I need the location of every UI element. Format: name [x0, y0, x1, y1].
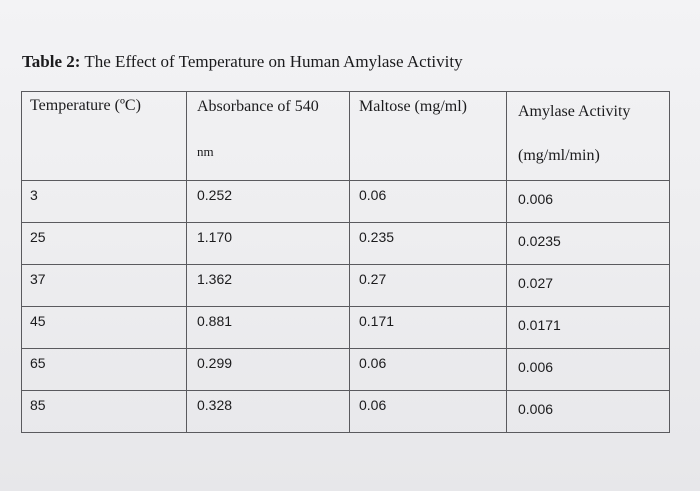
- cell-value: 45: [30, 313, 46, 329]
- amylase-data-table: Temperature (ºC) Absorbance of 540 nm Ma…: [21, 91, 670, 433]
- cell-activity: 0.006: [506, 180, 670, 223]
- cell-activity: 0.006: [506, 348, 670, 391]
- cell-absorbance: 0.328: [186, 390, 350, 433]
- cell-temperature: 3: [21, 180, 187, 223]
- header-maltose-label: Maltose (mg/ml): [359, 98, 467, 115]
- table-caption: Table 2: The Effect of Temperature on Hu…: [22, 52, 463, 72]
- cell-maltose: 0.06: [349, 348, 507, 391]
- caption-text: The Effect of Temperature on Human Amyla…: [84, 52, 463, 71]
- table-row: 85 0.328 0.06 0.006: [21, 390, 670, 433]
- cell-maltose: 0.171: [349, 306, 507, 349]
- cell-value: 0.881: [197, 313, 233, 329]
- cell-value: 0.006: [518, 191, 554, 207]
- cell-maltose: 0.235: [349, 222, 507, 265]
- table-row: 45 0.881 0.171 0.0171: [21, 306, 670, 349]
- cell-absorbance: 0.252: [186, 180, 350, 223]
- header-absorbance-line2: nm: [197, 144, 214, 159]
- cell-value: 0.006: [518, 359, 554, 375]
- cell-activity: 0.006: [506, 390, 670, 433]
- cell-temperature: 65: [21, 348, 187, 391]
- cell-maltose: 0.06: [349, 390, 507, 433]
- cell-value: 1.362: [197, 271, 233, 287]
- header-activity: Amylase Activity (mg/ml/min): [506, 91, 670, 181]
- cell-value: 0.235: [359, 229, 395, 245]
- cell-value: 0.328: [197, 397, 233, 413]
- cell-value: 0.06: [359, 187, 387, 203]
- cell-value: 0.252: [197, 187, 233, 203]
- cell-temperature: 45: [21, 306, 187, 349]
- cell-absorbance: 1.170: [186, 222, 350, 265]
- cell-temperature: 25: [21, 222, 187, 265]
- cell-value: 25: [30, 229, 46, 245]
- header-temperature: Temperature (ºC): [21, 91, 187, 181]
- cell-value: 0.006: [518, 401, 554, 417]
- caption-label: Table 2:: [22, 52, 81, 71]
- table-row: 3 0.252 0.06 0.006: [21, 180, 670, 223]
- cell-absorbance: 0.299: [186, 348, 350, 391]
- cell-value: 0.171: [359, 313, 395, 329]
- cell-value: 65: [30, 355, 46, 371]
- cell-value: 85: [30, 397, 46, 413]
- cell-absorbance: 0.881: [186, 306, 350, 349]
- header-temperature-label: Temperature (ºC): [30, 97, 141, 114]
- cell-activity: 0.0235: [506, 222, 670, 265]
- header-row: Temperature (ºC) Absorbance of 540 nm Ma…: [21, 91, 670, 181]
- cell-value: 3: [30, 187, 38, 203]
- cell-maltose: 0.27: [349, 264, 507, 307]
- cell-value: 0.299: [197, 355, 233, 371]
- cell-value: 0.06: [359, 355, 387, 371]
- cell-value: 0.0171: [518, 317, 561, 333]
- header-absorbance: Absorbance of 540 nm: [186, 91, 350, 181]
- cell-value: 0.27: [359, 271, 387, 287]
- table-row: 25 1.170 0.235 0.0235: [21, 222, 670, 265]
- cell-temperature: 37: [21, 264, 187, 307]
- cell-absorbance: 1.362: [186, 264, 350, 307]
- cell-value: 37: [30, 271, 46, 287]
- cell-value: 0.027: [518, 275, 554, 291]
- cell-activity: 0.027: [506, 264, 670, 307]
- cell-value: 0.06: [359, 397, 387, 413]
- table-row: 37 1.362 0.27 0.027: [21, 264, 670, 307]
- cell-value: 1.170: [197, 229, 233, 245]
- cell-maltose: 0.06: [349, 180, 507, 223]
- header-maltose: Maltose (mg/ml): [349, 91, 507, 181]
- cell-temperature: 85: [21, 390, 187, 433]
- header-absorbance-line1: Absorbance of 540: [197, 98, 319, 115]
- table-row: 65 0.299 0.06 0.006: [21, 348, 670, 391]
- cell-value: 0.0235: [518, 233, 561, 249]
- header-activity-line2: (mg/ml/min): [518, 147, 600, 164]
- header-activity-line1: Amylase Activity: [518, 103, 631, 120]
- cell-activity: 0.0171: [506, 306, 670, 349]
